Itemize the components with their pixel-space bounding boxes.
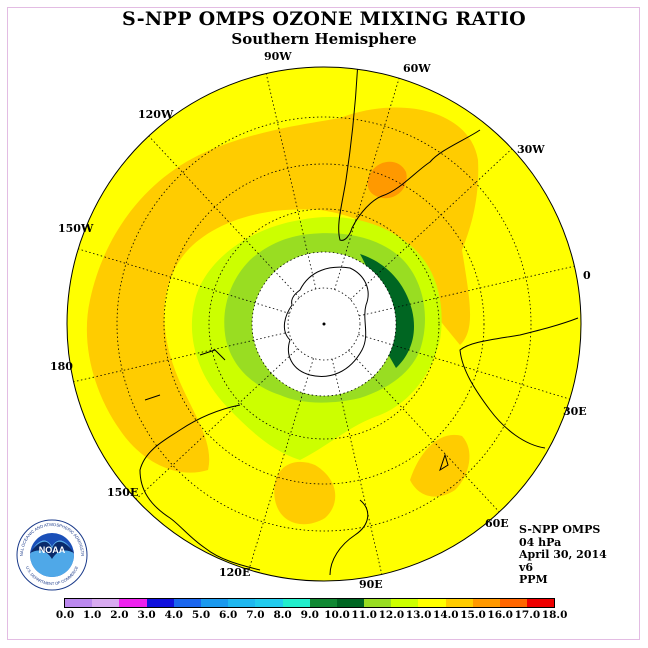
colorbar-segment (200, 599, 229, 607)
south-america-coastline (338, 67, 481, 241)
meridian-line (248, 358, 314, 570)
meridian-lines (73, 73, 575, 575)
lon-label-30e: 30E (563, 405, 587, 418)
colorbar-tick-label: 17.0 (514, 609, 541, 621)
meridian-line (350, 148, 513, 300)
meridian-line (78, 248, 290, 314)
colorbar-segment (255, 599, 283, 607)
colorbar-segment (418, 599, 446, 607)
info-block: S-NPP OMPS 04 hPa April 30, 2014 v6 PPM (519, 523, 607, 587)
colorbar-segment (146, 599, 174, 607)
africa-coastline (459, 317, 579, 449)
colorbar-segment (173, 599, 201, 607)
meridian-line (358, 334, 570, 400)
colorbar-tick-label: 6.0 (219, 609, 238, 621)
colorbar-segment (445, 599, 473, 607)
colorbar-tick-label: 0.0 (55, 609, 75, 621)
colorbar-tick-label: 18.0 (541, 609, 568, 621)
info-level: 04 hPa (519, 535, 562, 549)
colorbar-tick-label: 10.0 (324, 609, 350, 621)
ozone-band-orange (86, 107, 479, 473)
info-units: PPM (519, 573, 548, 586)
ozone-band-orange-south (274, 461, 336, 525)
meridian-line (73, 331, 290, 383)
antarctica-coastline (283, 266, 369, 377)
colorbar-segment (119, 599, 147, 607)
meridian-line (148, 135, 300, 298)
colorbar-segment (282, 599, 310, 607)
colorbar-tick-label: 9.0 (300, 609, 319, 621)
colorbar-segment (364, 599, 392, 607)
colorbar-tick-label: 7.0 (246, 609, 265, 621)
colorbar-tick-label: 15.0 (460, 609, 486, 621)
colorbar-segment (309, 599, 337, 607)
colorbar-segment (527, 599, 555, 607)
colorbar-segment (500, 599, 528, 607)
info-version: v6 (519, 560, 534, 574)
new-zealand-coastline (144, 349, 226, 401)
colorbar-tick-label: 5.0 (191, 609, 211, 621)
colorbar-tick-label: 4.0 (164, 609, 183, 621)
plot-frame (7, 7, 640, 640)
colorbar-segment (92, 599, 120, 607)
colorbar-segment (228, 599, 256, 607)
colorbar-tick-label: 2.0 (110, 609, 129, 621)
ozone-band-orange-east (410, 434, 470, 497)
lon-label-180: 180 (50, 360, 73, 373)
longitude-labels: 90W 60W 30W 0 30E 60E 90E 120E 150E 180 … (50, 50, 591, 591)
meridian-line (265, 73, 317, 290)
meridian-line (135, 348, 298, 500)
colorbar-tick-label: 14.0 (433, 609, 459, 621)
lon-label-150w: 150W (58, 222, 94, 235)
meridian-line (331, 358, 383, 575)
colorbar-tick-label: 13.0 (405, 609, 432, 621)
map-boundary (66, 66, 582, 582)
lon-label-120w: 120W (138, 108, 174, 121)
coastlines (139, 67, 579, 576)
south-pole-marker (322, 322, 326, 326)
lon-label-150e: 150E (107, 486, 138, 499)
colorbar-segment (391, 599, 419, 607)
lon-label-90w: 90W (264, 50, 292, 63)
colorbar-tick-label: 12.0 (378, 609, 405, 621)
latitude-circles (116, 116, 532, 532)
colorbar-segment (472, 599, 500, 607)
lon-label-0: 0 (583, 269, 591, 282)
australia-coastline (139, 404, 369, 576)
meridian-line (358, 265, 575, 317)
info-instrument: S-NPP OMPS (519, 523, 601, 536)
colorbar-labels: 0.0 1.0 2.0 3.0 4.0 5.0 6.0 7.0 8.0 9.0 10.0 11.0 12… (0, 609, 648, 623)
noaa-logo-text: NOAA (39, 545, 66, 555)
info-date: April 30, 2014 (519, 548, 607, 561)
colorbar-tick-label: 16.0 (487, 609, 513, 621)
madagascar-coastline (439, 453, 449, 472)
lon-label-60w: 60W (403, 62, 431, 75)
colorbar-tick-label: 8.0 (273, 609, 292, 621)
colorbar (64, 598, 556, 608)
colorbar-tick-label: 3.0 (137, 609, 156, 621)
meridian-line (348, 350, 500, 513)
page-title: S-NPP OMPS OZONE MIXING RATIO (121, 8, 527, 30)
lon-label-120e: 120E (219, 566, 250, 579)
ozone-spot-dark-orange (367, 161, 407, 199)
colorbar-segment (65, 599, 93, 607)
lon-label-60e: 60E (485, 517, 509, 530)
meridian-line (334, 78, 400, 290)
noaa-logo: NOAA NATIONAL OCEANIC AND ATMOSPHERIC AD… (16, 519, 88, 591)
colorbar-segment (336, 599, 365, 607)
lon-label-30w: 30W (517, 143, 545, 156)
colorbar-tick-label: 11.0 (351, 609, 377, 621)
page-subtitle: Southern Hemisphere (231, 30, 417, 48)
colorbar-tick-label: 1.0 (83, 609, 102, 621)
lon-label-90e: 90E (359, 578, 383, 591)
